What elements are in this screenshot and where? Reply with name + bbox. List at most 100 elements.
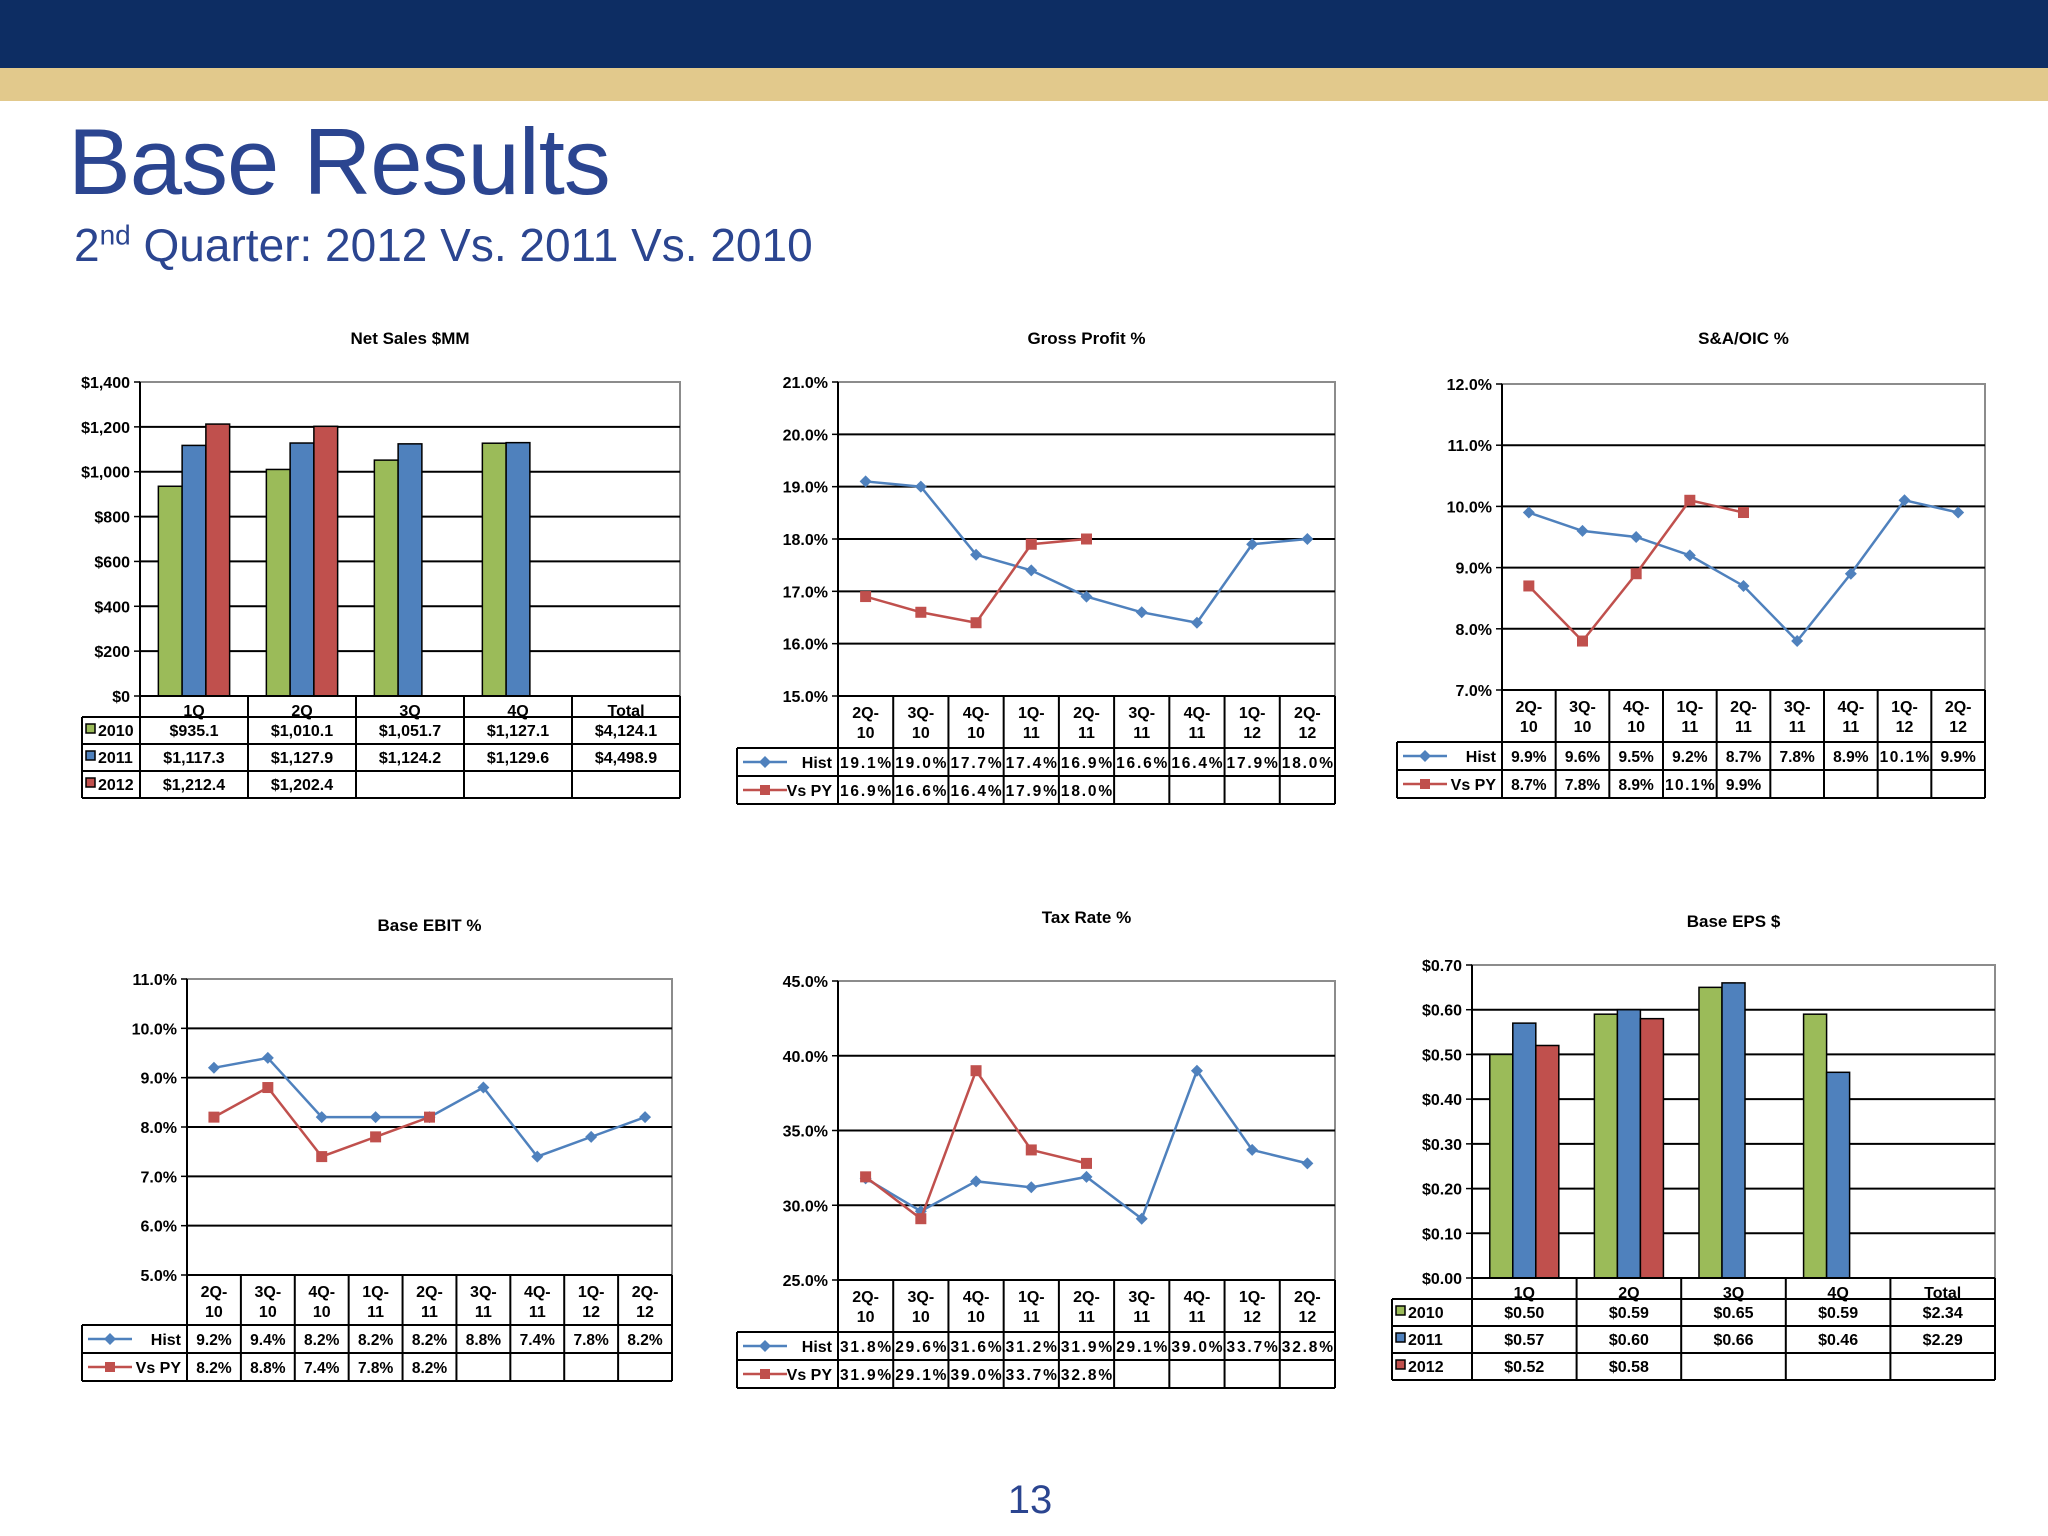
base-ebit-y-tick-label: 6.0% <box>141 1219 177 1236</box>
gross-profit-category-label-top: 4Q- <box>963 705 990 722</box>
sa-oic-marker-Hist <box>1522 506 1535 519</box>
base-ebit-marker-Hist <box>315 1111 328 1124</box>
base-eps-data-label: $2.34 <box>1923 1305 1963 1322</box>
sa-oic-data-label: 10.1% <box>1880 749 1930 766</box>
sa-oic-marker-Vs PY <box>1577 635 1588 647</box>
base-eps-data-label: $0.59 <box>1818 1305 1858 1322</box>
sa-oic-marker-Hist <box>1576 524 1589 537</box>
sa-oic-data-label: 10.1% <box>1665 777 1715 794</box>
page-number: 13 <box>1007 1478 1053 1522</box>
sa-oic-marker-Hist <box>1630 531 1643 543</box>
net-sales-y-tick-label: $0 <box>112 689 130 706</box>
base-ebit-marker-Hist <box>207 1061 220 1074</box>
tax-rate-category-label-top: 3Q- <box>907 1289 934 1306</box>
tax-rate-marker-Vs PY <box>860 1171 872 1183</box>
net-sales-legend-swatch-2010 <box>85 723 96 734</box>
net-sales-bar-2010 <box>373 459 399 697</box>
base-ebit-category-label-top: 3Q- <box>254 1284 281 1301</box>
tax-rate-data-label: 31.9% <box>840 1367 891 1384</box>
tax-rate-category-label-top: 2Q- <box>1073 1289 1100 1306</box>
tax-rate-data-label: 39.0% <box>1171 1339 1222 1356</box>
net-sales-bar-2011 <box>289 442 315 697</box>
net-sales-data-label: $1,124.2 <box>379 750 441 767</box>
net-sales-category-label: 2Q <box>291 703 312 720</box>
base-eps-bar-2012 <box>1535 1044 1560 1279</box>
base-eps-chart-svg: $0.00 $0.10 $0.20 $0.30 $0.40 $0.50 $0.60 $0.70… <box>1391 912 1996 1381</box>
net-sales-legend-label: 2010 <box>98 723 134 740</box>
gross-profit-category-label-top: 1Q- <box>1239 705 1266 722</box>
tax-rate-chart-svg: 25.0% 30.0% 35.0% 40.0% 45.0% Tax Rate % 2Q- 10… <box>736 908 1336 1389</box>
gross-profit-marker-Hist <box>1301 533 1314 545</box>
gross-profit-category-label-top: 2Q- <box>852 705 879 722</box>
base-ebit-category-label-bottom: 12 <box>582 1304 600 1321</box>
base-ebit-category-label-bottom: 11 <box>475 1304 492 1321</box>
base-ebit-marker-Vs PY <box>370 1131 382 1143</box>
net-sales-data-label: $935.1 <box>170 723 219 740</box>
net-sales-data-label: $1,127.9 <box>271 750 333 767</box>
chart-tax-rate: 25.0% 30.0% 35.0% 40.0% 45.0% Tax Rate % 2Q- 10… <box>725 895 1345 1395</box>
sa-oic-y-tick-label: 11.0% <box>1448 438 1492 455</box>
sa-oic-marker-Hist <box>1791 635 1804 648</box>
sa-oic-marker-Vs PY <box>1523 580 1535 592</box>
sa-oic-category-label-top: 3Q- <box>1784 699 1811 716</box>
base-ebit-y-tick-label: 5.0% <box>141 1268 177 1285</box>
net-sales-y-tick-label: $1,000 <box>81 465 130 482</box>
gross-profit-legend-label: Hist <box>802 755 833 772</box>
tax-rate-y-tick-label: 45.0% <box>783 974 828 991</box>
gross-profit-category-label-bottom: 11 <box>1023 725 1040 742</box>
sa-oic-category-label-bottom: 11 <box>1842 719 1859 736</box>
gross-profit-marker-Hist <box>1025 564 1038 577</box>
sa-oic-y-tick-label: 7.0% <box>1456 683 1492 700</box>
base-ebit-data-label: 8.8% <box>250 1360 286 1377</box>
sa-oic-marker-Hist <box>1683 549 1696 562</box>
gross-profit-legend-marker-Vs PY <box>760 785 770 795</box>
gross-profit-marker-Hist <box>1246 538 1259 551</box>
sa-oic-marker-Vs PY <box>1630 568 1642 580</box>
gross-profit-category-label-bottom: 11 <box>1188 725 1205 742</box>
tax-rate-category-label-bottom: 10 <box>857 1309 875 1326</box>
sa-oic-chart-title: S&A/OIC % <box>1698 329 1789 348</box>
base-ebit-category-label-top: 1Q- <box>578 1284 605 1301</box>
tax-rate-data-label: 31.8% <box>840 1339 891 1356</box>
gross-profit-y-tick-label: 15.0% <box>783 689 828 706</box>
sa-oic-category-label-bottom: 11 <box>1789 719 1806 736</box>
gross-profit-category-label-top: 2Q- <box>1294 705 1321 722</box>
sa-oic-category-label-top: 2Q- <box>1515 699 1542 716</box>
net-sales-y-tick-label: $1,400 <box>81 375 130 392</box>
gross-profit-data-label: 16.9% <box>1061 755 1112 772</box>
sa-oic-category-label-top: 4Q- <box>1623 699 1650 716</box>
gross-profit-marker-Hist <box>859 475 872 488</box>
tax-rate-marker-Hist <box>1301 1157 1314 1170</box>
sa-oic-category-label-bottom: 12 <box>1949 719 1967 736</box>
sa-oic-category-label-bottom: 11 <box>1735 719 1752 736</box>
sa-oic-data-label: 9.9% <box>1726 777 1762 794</box>
tax-rate-marker-Hist <box>970 1175 983 1188</box>
base-eps-data-label: $0.59 <box>1609 1305 1649 1322</box>
sa-oic-data-label: 9.2% <box>1672 749 1708 766</box>
gross-profit-legend-label: Vs PY <box>787 783 833 800</box>
base-ebit-category-label-bottom: 10 <box>205 1304 223 1321</box>
tax-rate-marker-Hist <box>1135 1212 1148 1225</box>
tax-rate-data-label: 29.6% <box>895 1339 946 1356</box>
net-sales-y-tick-label: $800 <box>94 510 130 527</box>
base-eps-y-tick-label: $0.50 <box>1422 1047 1462 1064</box>
base-ebit-marker-Hist <box>639 1111 652 1124</box>
gross-profit-category-label-bottom: 11 <box>1133 725 1150 742</box>
net-sales-bar-2012 <box>205 423 231 697</box>
chart-base-ebit: 5.0% 6.0% 7.0% 8.0% 9.0% 10.0% 11.0% Base EBIT … <box>60 895 690 1395</box>
base-eps-data-label: $2.29 <box>1923 1332 1963 1349</box>
sa-oic-legend-label: Hist <box>1466 749 1497 766</box>
net-sales-bar-2010 <box>481 442 507 697</box>
net-sales-y-tick-label: $600 <box>94 554 130 571</box>
base-ebit-data-label: 7.4% <box>520 1332 556 1349</box>
subtitle-ordinal: nd <box>99 219 131 251</box>
tax-rate-category-label-top: 1Q- <box>1239 1289 1266 1306</box>
sa-oic-data-label: 9.5% <box>1618 749 1654 766</box>
net-sales-chart-svg: $0 $200 $400 $600 $800 $1,000 $1,200 $1,400 Net … <box>81 329 681 799</box>
net-sales-legend-swatch-2011 <box>85 750 96 761</box>
base-ebit-data-label: 7.8% <box>573 1332 609 1349</box>
tax-rate-category-label-top: 4Q- <box>1184 1289 1211 1306</box>
sa-oic-data-label: 8.9% <box>1618 777 1654 794</box>
base-ebit-chart-title: Base EBIT % <box>378 916 482 935</box>
sa-oic-chart-svg: 7.0% 8.0% 9.0% 10.0% 11.0% 12.0% S&A/OIC % 2Q- 1… <box>1396 329 1986 799</box>
